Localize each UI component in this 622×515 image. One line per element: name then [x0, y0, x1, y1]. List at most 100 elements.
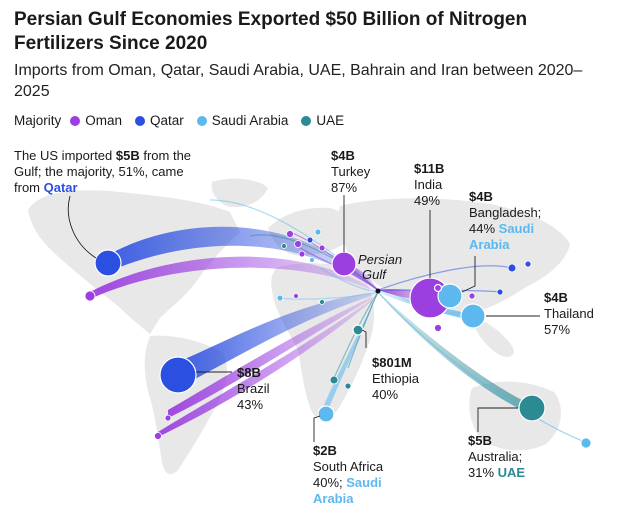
- annotation-us-mid: from the Gulf; the majority, 51%, came f…: [14, 148, 192, 195]
- dot-europe-1: [286, 230, 294, 238]
- flow-line-11: [277, 291, 379, 300]
- annotation-turkey-pct: 87%: [331, 180, 358, 195]
- legend-label: Majority: [14, 113, 62, 128]
- dot-new-zealand: [580, 437, 592, 449]
- annotation-turkey: $4B Turkey 87%: [331, 148, 370, 196]
- chart-title: Persian Gulf Economies Exported $50 Bill…: [14, 9, 528, 54]
- leader-south-africa: [313, 415, 321, 442]
- dot-north-africa-2: [293, 293, 299, 299]
- leader-lines: [67, 195, 540, 442]
- dot-africa-1: [319, 299, 325, 305]
- flow-lines: [209, 199, 586, 443]
- legend-item-saudi: Saudi Arabia: [196, 113, 288, 128]
- annotation-ethiopia-value: $801M: [372, 355, 412, 370]
- annotation-thailand-name: Thailand: [544, 306, 594, 321]
- flow-ribbon-australia: [378, 292, 530, 414]
- legend-dot-oman: [70, 115, 81, 126]
- annotation-south-africa-name: South Africa: [313, 459, 384, 474]
- dot-europe-2: [294, 240, 302, 248]
- major-destination-bubbles: [94, 249, 546, 423]
- bubble-ethiopia: [352, 324, 364, 336]
- origin-persian-gulf-dot: [375, 288, 381, 294]
- flow-line-8: [333, 291, 379, 379]
- legend-text-oman: Oman: [85, 113, 123, 128]
- annotation-ethiopia-pct: 40%: [372, 387, 399, 402]
- dot-africa-3: [344, 382, 352, 390]
- annotation-brazil: $8B Brazil 43%: [237, 365, 270, 413]
- land-southeast-asia: [470, 316, 514, 357]
- flow-ribbon-us-oman: [90, 256, 378, 299]
- leader-ethiopia: [361, 329, 367, 348]
- dot-europe-5: [318, 244, 326, 252]
- annotation-us-value: $5B: [115, 148, 140, 163]
- bubble-turkey: [331, 251, 357, 277]
- legend-item-oman: Oman: [70, 113, 122, 128]
- flow-ribbon-us-qatar: [108, 226, 378, 292]
- annotation-thailand-value: $4B: [544, 290, 568, 305]
- origin-label-line1: Persian: [358, 252, 403, 267]
- legend-dot-uae: [301, 115, 312, 126]
- annotation-australia-pct: 31%: [468, 465, 495, 480]
- bubble-bangladesh-inner: [433, 283, 443, 293]
- dot-india-2: [434, 324, 442, 332]
- legend-text-qatar: Qatar: [150, 113, 184, 128]
- dot-south-america-1: [154, 432, 162, 440]
- dot-europe-6: [298, 250, 306, 258]
- annotation-us-pre: The US imported: [14, 148, 116, 163]
- flow-ribbons: [90, 226, 530, 437]
- flow-line-1: [209, 199, 379, 291]
- leader-australia: [477, 407, 518, 432]
- dot-east-asia-3: [496, 288, 504, 296]
- annotation-thailand-pct: 57%: [544, 322, 571, 337]
- dot-europe-4: [314, 228, 322, 236]
- origin-label: Persian Gulf: [358, 252, 402, 282]
- annotation-india-value: $11B: [414, 161, 445, 176]
- annotation-bangladesh-name: Bangladesh;: [469, 205, 542, 220]
- annotation-india: $11B India 49%: [414, 161, 444, 209]
- legend-dot-saudi: [196, 115, 207, 126]
- bubble-south-africa: [317, 405, 335, 423]
- dot-east-asia-1: [507, 263, 517, 273]
- annotation-australia-value: $5B: [468, 433, 492, 448]
- annotation-us: The US imported $5B from the Gulf; the m…: [14, 148, 199, 196]
- annotation-india-name: India: [414, 177, 443, 192]
- annotation-bangladesh-value: $4B: [469, 189, 493, 204]
- legend-item-qatar: Qatar: [135, 113, 184, 128]
- dot-europe-7: [281, 243, 287, 249]
- annotation-bangladesh: $4B Bangladesh; 44% Saudi Arabia: [469, 189, 559, 253]
- small-destination-dots: [84, 228, 592, 449]
- land-asia: [338, 198, 570, 315]
- dot-europe-3: [306, 236, 314, 244]
- annotation-australia: $5B Australia; 31% UAE: [468, 433, 525, 481]
- annotation-india-pct: 49%: [414, 193, 441, 208]
- land-north-america: [28, 190, 240, 334]
- bubble-australia: [518, 394, 546, 422]
- annotation-south-africa: $2B South Africa 40%; Saudi Arabia: [313, 443, 423, 507]
- dot-north-africa-1: [276, 294, 284, 302]
- annotation-ethiopia: $801M Ethiopia 40%: [372, 355, 419, 403]
- annotation-south-africa-highlight: Saudi Arabia: [313, 475, 382, 506]
- legend: Majority Oman Qatar Saudi Arabia UAE: [14, 113, 357, 128]
- dot-south-america-2: [164, 414, 172, 422]
- dot-us-oman: [84, 290, 96, 302]
- flow-ribbon-south-america-oman: [158, 295, 378, 437]
- bubble-bangladesh: [437, 283, 463, 309]
- annotation-bangladesh-highlight: Saudi Arabia: [469, 221, 535, 252]
- leader-bangladesh: [461, 256, 476, 293]
- dot-east-asia-2: [524, 260, 532, 268]
- legend-item-uae: UAE: [301, 113, 344, 128]
- dot-europe-8: [309, 257, 315, 263]
- annotation-brazil-value: $8B: [237, 365, 261, 380]
- bubble-brazil: [159, 356, 197, 394]
- legend-text-uae: UAE: [316, 113, 345, 128]
- flow-line-3: [289, 231, 379, 291]
- annotation-australia-name: Australia;: [468, 449, 523, 464]
- flow-line-10: [319, 267, 379, 293]
- dot-asia-1: [468, 292, 476, 300]
- annotation-bangladesh-pct: 44%: [469, 221, 496, 236]
- dot-africa-2: [329, 375, 339, 385]
- legend-dot-qatar: [135, 115, 146, 126]
- land-greenland: [211, 178, 268, 208]
- annotation-south-africa-pct: 40%;: [313, 475, 343, 490]
